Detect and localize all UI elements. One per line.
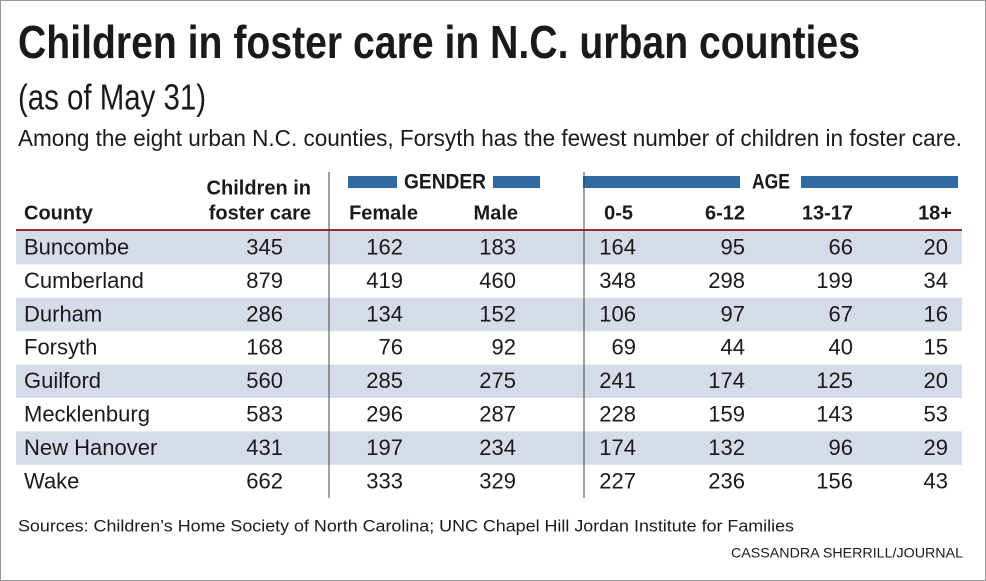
- table-cell: 76: [379, 335, 403, 360]
- column-header: 0-5: [604, 202, 633, 224]
- table-cell: 285: [366, 368, 403, 393]
- title: Children in foster care in N.C. urban co…: [18, 16, 860, 68]
- county-name: Guilford: [24, 368, 101, 393]
- table-cell: 69: [612, 335, 636, 360]
- table-cell: 348: [599, 268, 636, 293]
- county-name: Buncombe: [24, 235, 129, 260]
- table-cell: 15: [924, 335, 948, 360]
- table-cell: 298: [708, 268, 745, 293]
- table-cell: 560: [246, 368, 283, 393]
- column-header: 18+: [918, 202, 952, 224]
- table-cell: 96: [829, 435, 853, 460]
- table-cell: 197: [366, 435, 403, 460]
- table-cell: 134: [366, 301, 403, 326]
- group-bar: [583, 176, 740, 188]
- column-header: County: [24, 202, 94, 224]
- county-name: Cumberland: [24, 268, 144, 293]
- sources: Sources: Children’s Home Society of Nort…: [18, 516, 794, 535]
- table-cell: 162: [366, 235, 403, 260]
- table-cell: 234: [479, 435, 516, 460]
- table-cell: 174: [599, 435, 636, 460]
- table-cell: 20: [924, 368, 948, 393]
- table-cell: 431: [246, 435, 283, 460]
- table-cell: 43: [924, 468, 948, 493]
- table-cell: 419: [366, 268, 403, 293]
- row-band: [16, 297, 962, 332]
- group-bar: [801, 176, 958, 188]
- table-cell: 159: [708, 402, 745, 427]
- row-band: [16, 231, 962, 265]
- column-header: foster care: [209, 202, 311, 224]
- table-cell: 44: [721, 335, 745, 360]
- county-name: Forsyth: [24, 335, 97, 360]
- table-cell: 287: [479, 402, 516, 427]
- column-header: 6-12: [705, 202, 745, 224]
- table-cell: 106: [599, 301, 636, 326]
- column-header: Male: [474, 202, 518, 224]
- table-cell: 345: [246, 235, 283, 260]
- table-cell: 296: [366, 402, 403, 427]
- table-cell: 329: [479, 468, 516, 493]
- county-name: New Hanover: [24, 435, 157, 460]
- table-cell: 156: [816, 468, 853, 493]
- table-cell: 132: [708, 435, 745, 460]
- row-band: [16, 431, 962, 465]
- table-cell: 16: [924, 301, 948, 326]
- table-cell: 40: [829, 335, 853, 360]
- table-cell: 174: [708, 368, 745, 393]
- table-cell: 236: [708, 468, 745, 493]
- table-cell: 275: [479, 368, 516, 393]
- description: Among the eight urban N.C. counties, For…: [18, 125, 962, 151]
- group-header: AGE: [752, 171, 790, 194]
- table-cell: 879: [246, 268, 283, 293]
- table-cell: 66: [829, 235, 853, 260]
- credit: CASSANDRA SHERRILL/JOURNAL: [731, 545, 963, 561]
- table-cell: 168: [246, 335, 283, 360]
- table-cell: 95: [721, 235, 745, 260]
- table-cell: 20: [924, 235, 948, 260]
- row-band: [16, 364, 962, 398]
- table-cell: 164: [599, 235, 636, 260]
- table-cell: 333: [366, 468, 403, 493]
- table-cell: 662: [246, 468, 283, 493]
- table-cell: 241: [599, 368, 636, 393]
- county-name: Wake: [24, 468, 79, 493]
- table-cell: 286: [246, 301, 283, 326]
- table-cell: 125: [816, 368, 853, 393]
- table-cell: 227: [599, 468, 636, 493]
- table-cell: 183: [479, 235, 516, 260]
- table-cell: 228: [599, 402, 636, 427]
- subtitle: (as of May 31): [18, 77, 206, 118]
- group-bar: [348, 176, 397, 188]
- county-name: Mecklenburg: [24, 402, 150, 427]
- column-header: Female: [349, 202, 418, 224]
- group-header: GENDER: [404, 171, 486, 194]
- county-name: Durham: [24, 301, 102, 326]
- table-cell: 97: [721, 301, 745, 326]
- table-cell: 92: [492, 335, 516, 360]
- table-cell: 53: [924, 402, 948, 427]
- table-cell: 199: [816, 268, 853, 293]
- table-cell: 29: [924, 435, 948, 460]
- table-cell: 143: [816, 402, 853, 427]
- table-cell: 34: [924, 268, 948, 293]
- column-header: 13-17: [802, 202, 853, 224]
- table-cell: 152: [479, 301, 516, 326]
- group-bar: [493, 176, 540, 188]
- column-header: Children in: [207, 177, 311, 199]
- table-cell: 67: [829, 301, 853, 326]
- table-cell: 460: [479, 268, 516, 293]
- table: County Children in foster care Female Male 0-…: [16, 172, 962, 498]
- table-cell: 583: [246, 402, 283, 427]
